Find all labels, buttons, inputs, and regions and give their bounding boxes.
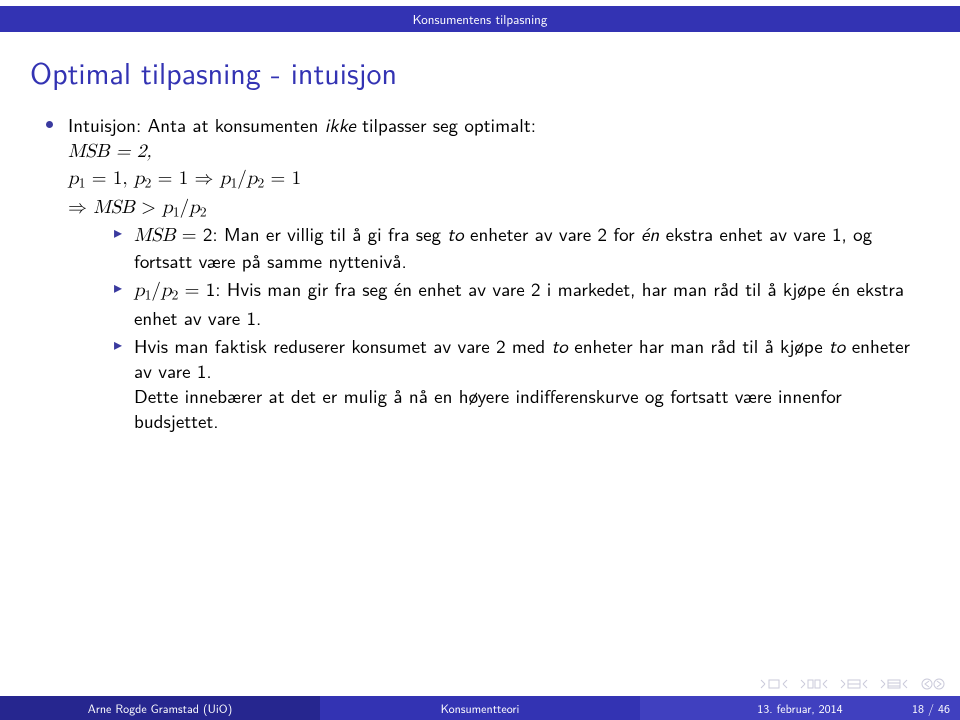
- p: p: [220, 169, 231, 188]
- eq-line-1: MSB = 2,: [68, 137, 920, 164]
- p: p: [247, 169, 258, 188]
- continuation: Dette innebærer at det er mulig å nå en …: [134, 383, 920, 433]
- t: = 2: Man er villig til å gi fra seg: [175, 219, 447, 247]
- t: Hvis man faktisk reduserer konsumet av v…: [134, 331, 552, 359]
- nav-frame[interactable]: [800, 678, 828, 690]
- subbullet-msb2: MSB = 2: Man er villig til å gi fra seg …: [134, 221, 920, 273]
- msb: MSB: [93, 198, 134, 217]
- math: p1/p2: [134, 281, 178, 300]
- t: = 1: Hvis man gir fra seg én enhet av va…: [134, 274, 904, 330]
- math: ⇒ MSB > p1/p2: [68, 198, 207, 217]
- p: p: [134, 281, 145, 300]
- author-text: Arne Rogde Gramstad (UiO): [88, 699, 233, 717]
- slash: /: [151, 281, 161, 300]
- slide: Konsumentens tilpasning Optimal tilpasni…: [0, 0, 960, 720]
- page-number: 18 / 46: [912, 699, 950, 717]
- nav-symbols: [760, 678, 946, 690]
- msb-eq: MSB = 2,: [68, 142, 152, 161]
- t: = 1 ⇒: [151, 169, 220, 188]
- eq-line-3: ⇒ MSB > p1/p2: [68, 193, 920, 221]
- section-title: Konsumentens tilpasning: [413, 10, 548, 29]
- text: Intuisjon: Anta at konsumenten: [68, 110, 325, 138]
- em: to: [447, 219, 463, 247]
- subbullet-ratio: p1/p2 = 1: Hvis man gir fra seg én enhet…: [134, 276, 920, 330]
- math: MSB = 2,: [68, 142, 152, 161]
- math: MSB: [134, 226, 175, 245]
- nav-slide[interactable]: [760, 678, 788, 690]
- subbullet-reduce: Hvis man faktisk reduserer konsumet av v…: [134, 333, 920, 433]
- frame-title: Optimal tilpasning - intuisjon: [0, 32, 960, 106]
- nav-subsection[interactable]: [840, 678, 868, 690]
- bullet-intuition: Intuisjon: Anta at konsumenten ikke tilp…: [68, 112, 920, 433]
- math: p1 = 1, p2 = 1 ⇒ p1/p2 = 1: [68, 169, 301, 188]
- em: to: [829, 331, 845, 359]
- eq-line-2: p1 = 1, p2 = 1 ⇒ p1/p2 = 1: [68, 164, 920, 192]
- text: tilpasser seg optimalt:: [356, 110, 536, 138]
- em: to: [552, 331, 568, 359]
- section-bar: Konsumentens tilpasning: [0, 6, 960, 32]
- nav-back-forward[interactable]: [920, 678, 946, 690]
- msb: MSB: [134, 226, 175, 245]
- p: p: [189, 198, 200, 217]
- shorttitle-text: Konsumentteori: [441, 699, 520, 717]
- slash: /: [180, 198, 190, 217]
- arrow: ⇒: [68, 198, 93, 217]
- emph: ikke: [325, 110, 356, 138]
- gt: >: [135, 198, 162, 217]
- footer-title: Konsumentteori: [320, 696, 640, 720]
- em: én: [641, 219, 659, 247]
- t: = 1,: [85, 169, 134, 188]
- header: Konsumentens tilpasning: [0, 0, 960, 32]
- t: /: [237, 169, 247, 188]
- p: p: [134, 169, 145, 188]
- t: enheter av vare 2 for: [464, 219, 641, 247]
- p: p: [161, 281, 172, 300]
- p: p: [162, 198, 173, 217]
- footline: Arne Rogde Gramstad (UiO) Konsumentteori…: [0, 696, 960, 720]
- footer-date: 13. februar, 2014 18 / 46: [640, 696, 960, 720]
- t: enheter har man råd til å kjøpe: [568, 331, 829, 359]
- date-text: 13. februar, 2014: [757, 699, 842, 717]
- content: Intuisjon: Anta at konsumenten ikke tilp…: [0, 106, 960, 720]
- p: p: [68, 169, 79, 188]
- footer-author: Arne Rogde Gramstad (UiO): [0, 696, 320, 720]
- t: = 1: [264, 169, 301, 188]
- nav-section[interactable]: [880, 678, 908, 690]
